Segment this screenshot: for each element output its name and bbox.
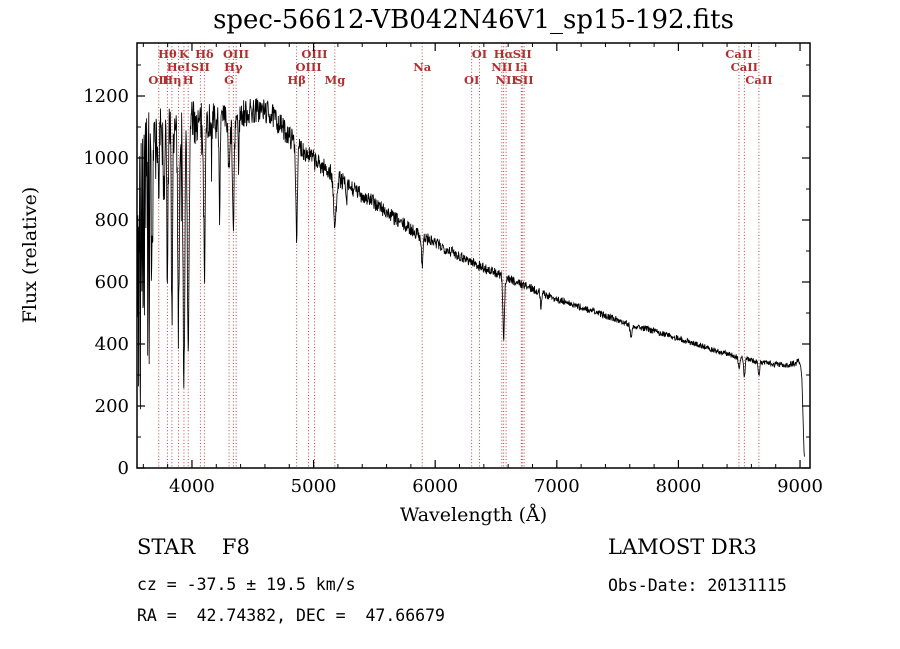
svg-text:5000: 5000 [291,476,337,497]
svg-text:HeI: HeI [167,60,191,74]
figure-title: spec-56612-VB042N46V1_sp15-192.fits [213,5,734,35]
svg-text:SII: SII [191,60,210,74]
svg-text:OI: OI [464,73,479,87]
survey-release-text: LAMOST DR3 [608,535,757,559]
svg-text:OIII: OIII [301,47,327,61]
svg-text:K: K [179,47,190,61]
svg-text:200: 200 [95,396,129,417]
svg-text:Hβ: Hβ [287,73,306,87]
ra-dec-text: RA = 42.74382, DEC = 47.66679 [137,606,445,625]
svg-text:Na: Na [413,60,432,74]
svg-text:CaII: CaII [731,60,758,74]
svg-text:OIII: OIII [223,47,249,61]
svg-text:NII: NII [491,60,512,74]
svg-text:Li: Li [515,60,528,74]
x-axis-label: Wavelength (Å) [399,504,548,526]
star-class-text: STAR F8 [137,535,250,559]
svg-text:Hθ: Hθ [158,47,177,61]
svg-text:CaII: CaII [725,47,752,61]
svg-text:600: 600 [95,272,129,293]
svg-text:SII: SII [513,47,532,61]
svg-text:SII: SII [515,73,534,87]
svg-text:Hη: Hη [162,73,181,87]
svg-text:Hα: Hα [494,47,514,61]
svg-text:H: H [183,73,194,87]
svg-text:800: 800 [95,210,129,231]
cz-velocity-text: cz = -37.5 ± 19.5 km/s [137,575,356,594]
svg-text:OII: OII [148,73,169,87]
svg-text:G: G [224,73,234,87]
svg-text:9000: 9000 [777,476,823,497]
svg-text:7000: 7000 [534,476,580,497]
svg-text:OI: OI [472,47,487,61]
svg-text:0: 0 [118,458,129,479]
svg-text:CaII: CaII [745,73,772,87]
svg-text:1000: 1000 [83,148,129,169]
svg-text:NII: NII [495,73,516,87]
y-axis-label: Flux (relative) [19,186,41,324]
svg-text:Mg: Mg [324,73,345,87]
svg-text:1200: 1200 [83,86,129,107]
svg-text:OIII: OIII [296,60,322,74]
svg-text:400: 400 [95,334,129,355]
svg-text:6000: 6000 [412,476,458,497]
svg-text:Hγ: Hγ [224,60,243,74]
svg-text:8000: 8000 [656,476,702,497]
obs-date-text: Obs-Date: 20131115 [608,576,787,595]
svg-text:Hδ: Hδ [195,47,214,61]
svg-text:4000: 4000 [169,476,215,497]
